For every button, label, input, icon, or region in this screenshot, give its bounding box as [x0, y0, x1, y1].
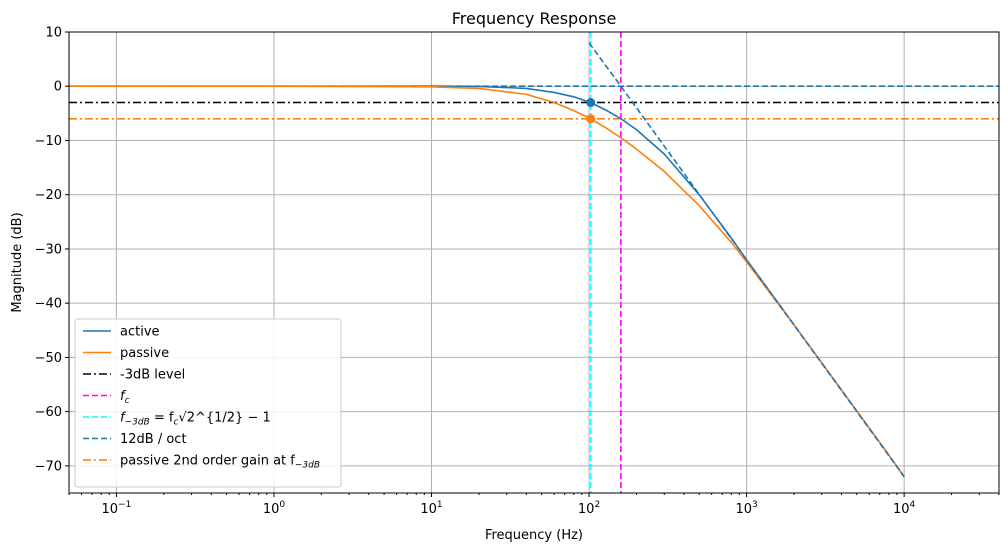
y-tick-label: −30: [35, 242, 62, 257]
y-tick-label: 0: [54, 80, 62, 95]
y-tick-label: −70: [35, 459, 62, 474]
active-marker: [586, 98, 596, 108]
legend-entry: passive: [83, 346, 169, 361]
x-tick-label: 10−1: [102, 500, 132, 517]
y-axis-ticks: 10 0 −10 −20 −30 −40 −50 −60 −70: [35, 26, 69, 474]
legend-label: 12dB / oct: [120, 432, 187, 447]
chart-title: Frequency Response: [452, 9, 617, 28]
markers: [586, 98, 596, 124]
legend-label: fc: [120, 389, 130, 406]
x-axis-label: Frequency (Hz): [485, 528, 583, 543]
series-group: [69, 42, 905, 478]
y-tick-label: −10: [35, 134, 62, 149]
legend-label: active: [120, 325, 160, 340]
legend-entry: passive 2nd order gain at f−3dB: [83, 454, 320, 471]
legend-entry: active: [83, 325, 160, 340]
legend-label: -3dB level: [120, 368, 185, 383]
passive-marker: [586, 114, 596, 124]
x-tick-label: 101: [420, 500, 442, 517]
legend-entry: f−3dB = fc√2^{1/2} − 1: [83, 411, 271, 428]
legend-label: f−3dB = fc√2^{1/2} − 1: [120, 411, 271, 428]
legend-entry: -3dB level: [83, 368, 185, 383]
x-tick-label: 103: [735, 500, 757, 517]
passive-line: [69, 85, 905, 478]
y-axis-label: Magnitude (dB): [10, 212, 25, 312]
y-tick-label: −60: [35, 405, 62, 420]
y-tick-label: 10: [45, 26, 62, 41]
x-tick-label: 102: [578, 500, 600, 517]
y-tick-label: −50: [35, 351, 62, 366]
y-tick-label: −20: [35, 188, 62, 203]
x-tick-label: 100: [263, 500, 286, 517]
plot-frame: [68, 31, 1000, 494]
legend-label: passive: [120, 346, 169, 361]
legend: active passive -3dB level fc f−3dB = fc√2^{1…: [74, 318, 342, 488]
x-tick-label: 104: [893, 500, 916, 517]
legend-entry: fc: [83, 389, 130, 406]
y-tick-label: −40: [35, 297, 62, 312]
legend-entry: 12dB / oct: [83, 432, 187, 447]
legend-box: [74, 318, 342, 488]
grid: [69, 31, 999, 493]
x-axis-ticks: 10−1 100 101 102 103 104: [68, 493, 1000, 517]
legend-label: passive 2nd order gain at f−3dB: [120, 454, 320, 471]
